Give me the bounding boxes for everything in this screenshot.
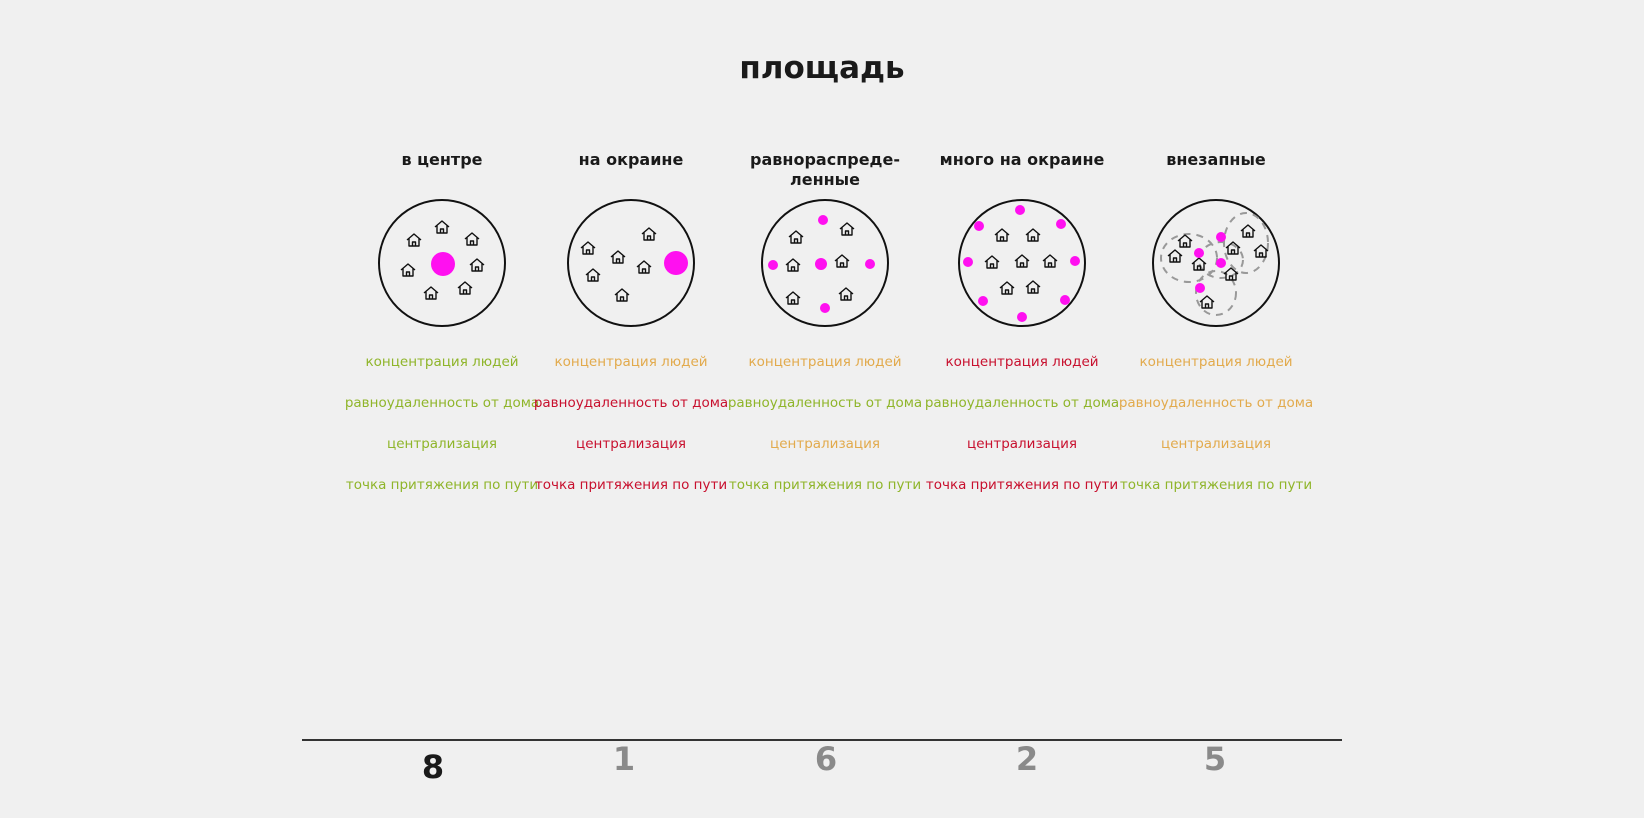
criteria-list: концентрация людей равноудаленность от д… (531, 354, 731, 509)
district-circle (378, 199, 506, 327)
house-icon (580, 241, 596, 255)
house-icon (838, 287, 854, 301)
criterion-centralization: централизация (967, 436, 1077, 452)
district-circle (958, 199, 1086, 327)
score-distributed: 6 (814, 740, 838, 778)
criterion-attraction-point: точка притяжения по пути (345, 477, 539, 493)
column-heading: в центре (401, 150, 483, 169)
criterion-concentration: концентрация людей (945, 354, 1099, 370)
house-icon (1253, 244, 1269, 258)
column-center: в центре концентрация людей равноудаленн… (342, 150, 542, 518)
criterion-concentration: концентрация людей (1139, 354, 1293, 370)
score-axis-line (302, 739, 1342, 741)
district-circle (1152, 199, 1280, 327)
diagram-sudden (1152, 199, 1280, 327)
criterion-attraction-point: точка притяжения по пути (1119, 477, 1313, 493)
houses-group (400, 220, 485, 300)
house-icon (785, 258, 801, 272)
house-icon (1225, 241, 1241, 255)
criterion-attraction-point: точка притяжения по пути (728, 477, 922, 493)
criterion-attraction-point: точка притяжения по пути (925, 477, 1119, 493)
house-icon (788, 230, 804, 244)
criterion-equidistance: равноудаленность от дома (727, 395, 923, 411)
house-icon (457, 281, 473, 295)
house-icon (406, 233, 422, 247)
house-icon (785, 291, 801, 305)
column-edge: на окраине концентрация людей равноудале… (531, 150, 731, 518)
square-dot (664, 251, 688, 275)
criterion-centralization: централизация (387, 436, 497, 452)
criterion-centralization: централизация (1161, 436, 1271, 452)
house-icon (1014, 254, 1030, 268)
score-many-edge: 2 (1015, 740, 1039, 778)
house-icon (641, 227, 657, 241)
house-icon (1177, 234, 1193, 248)
column-distributed: равнораспреде-ленные концентрация людей … (725, 150, 925, 518)
houses-group (580, 227, 657, 302)
square-dots (768, 215, 875, 313)
criteria-list: концентрация людей равноудаленность от д… (922, 354, 1122, 509)
page-title: площадь (739, 50, 905, 86)
house-icon (1025, 280, 1041, 294)
criteria-list: концентрация людей равноудаленность от д… (1116, 354, 1316, 509)
diagram-edge (567, 199, 695, 327)
column-many-edge: много на окраине концентрация людей равн… (922, 150, 1122, 518)
houses-group (1167, 224, 1269, 309)
criteria-list: концентрация людей равноудаленность от д… (725, 354, 925, 509)
house-icon (464, 232, 480, 246)
square-dots (963, 205, 1080, 322)
house-icon (610, 250, 626, 264)
score-sudden: 5 (1203, 740, 1227, 778)
criterion-concentration: концентрация людей (554, 354, 708, 370)
house-icon (400, 263, 416, 277)
column-heading: на окраине (578, 150, 684, 169)
house-icon (1167, 249, 1183, 263)
house-icon (1042, 254, 1058, 268)
criterion-concentration: концентрация людей (365, 354, 519, 370)
diagram-center (378, 199, 506, 327)
diagram-distributed (761, 199, 889, 327)
houses-group (785, 222, 855, 305)
column-heading: много на окраине (939, 150, 1105, 169)
square-dots (1194, 232, 1226, 293)
house-icon (1223, 267, 1239, 281)
diagram-many-edge (958, 199, 1086, 327)
square-dot (431, 252, 455, 276)
score-center: 8 (421, 748, 445, 786)
district-circle (761, 199, 889, 327)
criterion-equidistance: равноудаленность от дома (924, 395, 1120, 411)
house-icon (834, 254, 850, 268)
criterion-concentration: концентрация людей (748, 354, 902, 370)
column-sudden: внезапные концентрация людей равноудален… (1116, 150, 1316, 518)
house-icon (984, 255, 1000, 269)
house-icon (614, 288, 630, 302)
score-edge: 1 (612, 740, 636, 778)
houses-group (984, 228, 1058, 295)
house-icon (636, 260, 652, 274)
house-icon (994, 228, 1010, 242)
house-icon (469, 258, 485, 272)
house-icon (1199, 295, 1215, 309)
criterion-equidistance: равноудаленность от дома (344, 395, 540, 411)
house-icon (434, 220, 450, 234)
house-icon (1025, 228, 1041, 242)
house-icon (1240, 224, 1256, 238)
house-icon (999, 281, 1015, 295)
criterion-equidistance: равноудаленность от дома (533, 395, 729, 411)
house-icon (585, 268, 601, 282)
district-circle (567, 199, 695, 327)
column-heading: равнораспреде-ленные (750, 150, 900, 189)
criterion-equidistance: равноудаленность от дома (1118, 395, 1314, 411)
criteria-list: концентрация людей равноудаленность от д… (342, 354, 542, 509)
house-icon (423, 286, 439, 300)
criterion-centralization: централизация (770, 436, 880, 452)
column-heading: внезапные (1166, 150, 1266, 169)
criterion-attraction-point: точка притяжения по пути (534, 477, 728, 493)
house-icon (839, 222, 855, 236)
criterion-centralization: централизация (576, 436, 686, 452)
